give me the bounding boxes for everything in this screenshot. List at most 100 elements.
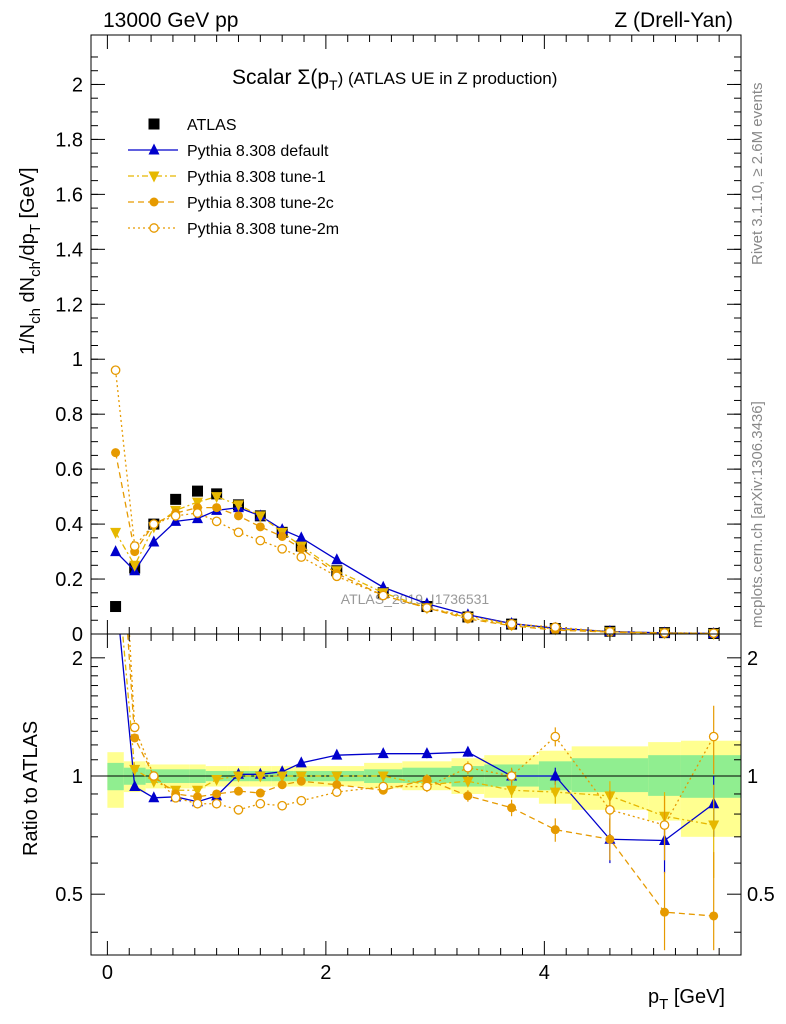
plot-title: Scalar Σ(pT) (ATLAS UE in Z production) (232, 66, 557, 93)
data-point-tune2m (551, 623, 559, 631)
data-point-tune2c (278, 532, 287, 541)
data-point-tune2m (507, 620, 515, 628)
legend-label-default: Pythia 8.308 default (187, 143, 329, 160)
legend-marker-default (149, 144, 160, 155)
legend-marker-atlas (149, 119, 160, 130)
ratio-point-default (421, 747, 432, 758)
chart-canvas: 13000 GeV pp Z (Drell-Yan) Scalar Σ(pT) … (0, 0, 786, 1024)
ratio-point-tune2c (212, 789, 221, 798)
data-point-default (331, 553, 342, 564)
data-point-tune2m (234, 528, 242, 536)
ratio-series-tune2c (116, 454, 719, 950)
data-point-tune2m (171, 512, 179, 520)
data-point-tune1 (110, 528, 121, 539)
ratio-point-tune2m (551, 732, 559, 740)
main-y-tick-label: 1.4 (55, 239, 83, 261)
ratio-panel: 0.5 0.5 1 1 2 2 0 2 4 (55, 390, 775, 984)
ratio-point-tune2m (130, 723, 138, 731)
data-point-tune2m (464, 612, 472, 620)
ratio-point-tune2c (463, 791, 472, 800)
data-point-tune2m (660, 629, 668, 637)
header-left: 13000 GeV pp (103, 9, 238, 32)
ratio-point-tune2m (709, 732, 717, 740)
ratio-point-tune2m (212, 800, 220, 808)
legend-label-atlas: ATLAS (187, 117, 237, 134)
main-y-tick-label: 0.6 (55, 459, 83, 481)
x-tick-label: 4 (539, 962, 550, 984)
data-point-atlas (170, 494, 181, 505)
ratio-point-default (331, 749, 342, 760)
data-point-tune2m (333, 572, 341, 580)
ratio-point-tune2c (660, 908, 669, 917)
ratio-point-default (462, 746, 473, 757)
legend-marker-tune1 (149, 172, 160, 183)
ratio-y-tick-label-right: 0.5 (747, 884, 775, 906)
legend: ATLAS Pythia 8.308 default Pythia 8.308 tu… (128, 117, 339, 238)
data-point-atlas (192, 486, 203, 497)
plot-title-rest: ) (ATLAS UE in Z production) (338, 69, 558, 88)
x-tick-label: 0 (102, 962, 113, 984)
data-point-tune2m (709, 629, 717, 637)
ratio-point-tune2m (150, 772, 158, 780)
ratio-y-tick-label: 0.5 (55, 884, 83, 906)
ratio-y-axis-label: Ratio to ATLAS (20, 721, 42, 856)
ratio-point-tune2c (709, 911, 718, 920)
data-point-tune2m (256, 536, 264, 544)
ratio-point-tune2c (551, 825, 560, 834)
ratio-y-tick-label: 2 (72, 648, 83, 670)
plot-title-main: Scalar Σ(p (232, 66, 329, 89)
ratio-point-tune2m (278, 802, 286, 810)
legend-label-tune2c: Pythia 8.308 tune-2c (187, 195, 334, 212)
data-point-atlas (110, 601, 121, 612)
ratio-point-tune2m (193, 800, 201, 808)
band-inner (107, 763, 123, 790)
main-y-tick-label: 0.2 (55, 569, 83, 591)
ratio-y-tick-label-right: 2 (747, 648, 758, 670)
data-point-tune2m (423, 604, 431, 612)
data-point-tune2c (256, 522, 265, 531)
data-point-tune2c (111, 448, 120, 457)
ratio-point-tune2c (234, 787, 243, 796)
side-text-top: Rivet 3.1.10, ≥ 2.6M events (749, 83, 766, 266)
data-point-default (148, 535, 159, 546)
legend-label-tune2m: Pythia 8.308 tune-2m (187, 221, 339, 238)
data-point-tune2m (297, 553, 305, 561)
legend-label-tune1: Pythia 8.308 tune-1 (187, 169, 326, 186)
data-point-tune2m (278, 545, 286, 553)
legend-marker-tune2m (150, 224, 158, 232)
main-y-tick-label: 2 (72, 74, 83, 96)
ratio-point-tune2m (507, 772, 515, 780)
svg-text:1/Nch dNch/dpT [GeV]: 1/Nch dNch/dpT [GeV] (17, 167, 44, 355)
ratio-y-tick-label-right: 1 (747, 766, 758, 788)
data-point-tune2m (150, 520, 158, 528)
ratio-point-tune2m (606, 806, 614, 814)
data-point-tune2c (234, 511, 243, 520)
ratio-point-tune2m (171, 794, 179, 802)
main-y-tick-label: 1.6 (55, 184, 83, 206)
ratio-y-tick-label: 1 (72, 766, 83, 788)
ratio-point-tune2c (297, 777, 306, 786)
main-y-tick-label: 1.2 (55, 294, 83, 316)
ratio-point-default (148, 791, 159, 802)
ratio-point-tune2c (278, 780, 287, 789)
ratio-point-tune2m (423, 782, 431, 790)
main-y-tick-label: 1.8 (55, 129, 83, 151)
ratio-point-tune2m (660, 821, 668, 829)
ratio-plot-area (91, 390, 746, 950)
legend-marker-tune2c (150, 198, 159, 207)
series-line-default (116, 508, 714, 634)
data-point-tune2m (111, 366, 119, 374)
ratio-point-default (378, 747, 389, 758)
ratio-line-tune2c (116, 454, 714, 916)
side-text-bottom: mcplots.cern.ch [arXiv:1306.3436] (749, 401, 766, 628)
series-tune2c (111, 448, 718, 638)
data-point-tune2c (297, 544, 306, 553)
ratio-point-tune2m (333, 788, 341, 796)
ratio-point-tune2m (297, 797, 305, 805)
header-right: Z (Drell-Yan) (614, 9, 733, 32)
main-y-axis-label: 1/Nch dNch/dpT [GeV] (17, 167, 44, 355)
ratio-point-tune2c (605, 835, 614, 844)
ratio-point-tune2c (507, 803, 516, 812)
main-y-tick-label: 0 (72, 624, 83, 646)
data-point-tune2m (212, 517, 220, 525)
